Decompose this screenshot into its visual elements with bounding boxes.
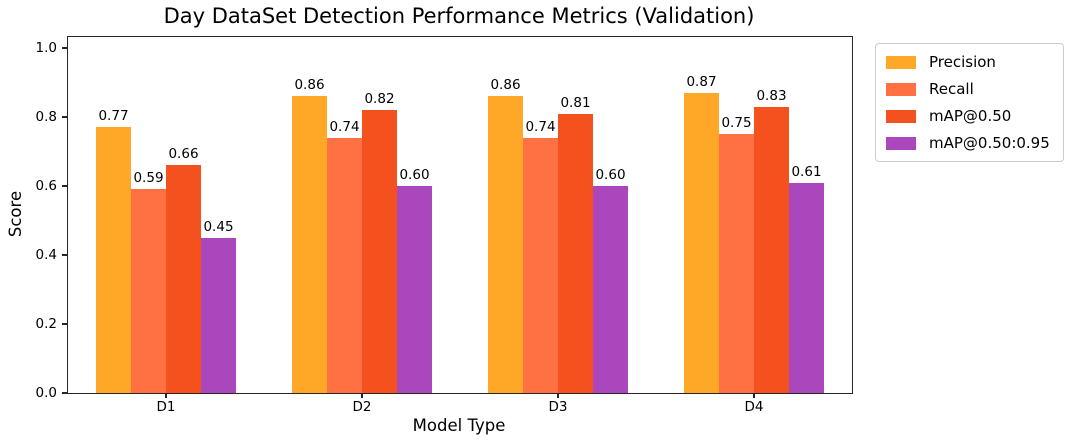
bar-value-label: 0.83: [756, 87, 787, 104]
bar-map-0-50: [362, 110, 397, 393]
bar-value-label: 0.45: [203, 218, 234, 235]
y-tick-label: 0.4: [35, 247, 57, 263]
legend-item: mAP@0.50: [886, 107, 1050, 125]
bar-recall: [523, 137, 558, 393]
y-tick-label: 0.8: [35, 109, 57, 126]
bar-map-0-50: [166, 165, 201, 393]
bar-precision: [684, 92, 719, 393]
legend-label: mAP@0.50: [929, 107, 1012, 125]
bar-value-label: 0.74: [525, 118, 556, 135]
legend-label: Precision: [929, 53, 996, 71]
bar-value-label: 0.86: [490, 77, 521, 94]
legend-swatch: [886, 136, 916, 150]
y-tick-mark: [61, 323, 67, 325]
bar-map-0-50-0-95: [201, 237, 236, 393]
bar-recall: [719, 134, 754, 393]
bar-recall: [131, 189, 166, 393]
bar-value-label: 0.60: [399, 167, 430, 184]
bar-map-0-50: [754, 106, 789, 393]
y-tick-label: 0.0: [35, 385, 57, 401]
bar-precision: [292, 96, 327, 393]
legend-swatch: [886, 82, 916, 96]
y-tick-mark: [61, 116, 67, 118]
bar-value-label: 0.75: [721, 115, 752, 132]
x-tick-mark: [165, 393, 167, 398]
x-tick-label: D2: [352, 399, 372, 415]
legend-swatch: [886, 55, 916, 69]
legend: Precision Recall mAP@0.50 mAP@0.50:0.95: [875, 43, 1064, 162]
x-tick-label: D3: [548, 399, 568, 415]
bar-value-label: 0.86: [294, 77, 325, 94]
bar-map-0-50: [558, 113, 593, 393]
y-tick-mark: [61, 47, 67, 49]
y-tick-mark: [61, 392, 67, 394]
bar-precision: [96, 127, 131, 393]
bar-recall: [327, 137, 362, 393]
legend-item: mAP@0.50:0.95: [886, 134, 1050, 152]
y-tick-mark: [61, 185, 67, 187]
bar-value-label: 0.77: [98, 108, 129, 125]
bar-value-label: 0.60: [595, 167, 626, 184]
x-tick-mark: [361, 393, 363, 398]
chart-title: Day DataSet Detection Performance Metric…: [163, 4, 755, 28]
x-axis-label: Model Type: [412, 416, 506, 435]
legend-label: Recall: [929, 80, 974, 98]
bar-value-label: 0.74: [329, 118, 360, 135]
legend-item: Recall: [886, 80, 1050, 98]
bar-value-label: 0.61: [791, 163, 822, 180]
bar-value-label: 0.59: [133, 170, 164, 187]
x-tick-label: D4: [744, 399, 764, 415]
bar-value-label: 0.82: [364, 91, 395, 108]
plot-area: 0.0 0.2 0.4 0.6 0.8 1.0 D1 0.77 0.59 0.66 0.45 D2 0.…: [36, 36, 853, 415]
y-tick-label: 0.6: [35, 178, 57, 195]
bar-map-0-50-0-95: [789, 182, 824, 393]
x-tick-mark: [753, 393, 755, 398]
legend-label: mAP@0.50:0.95: [929, 134, 1050, 152]
bar-precision: [488, 96, 523, 393]
y-tick-mark: [61, 254, 67, 256]
bar-value-label: 0.81: [560, 94, 591, 111]
y-tick-label: 0.2: [35, 316, 57, 332]
bar-map-0-50-0-95: [593, 186, 628, 393]
x-tick-mark: [557, 393, 559, 398]
legend-item: Precision: [886, 53, 1050, 71]
y-tick-label: 1.0: [35, 40, 57, 57]
bar-value-label: 0.87: [686, 73, 717, 90]
x-tick-label: D1: [156, 399, 176, 415]
legend-swatch: [886, 109, 916, 123]
bar-map-0-50-0-95: [397, 186, 432, 393]
bar-value-label: 0.66: [168, 146, 199, 163]
